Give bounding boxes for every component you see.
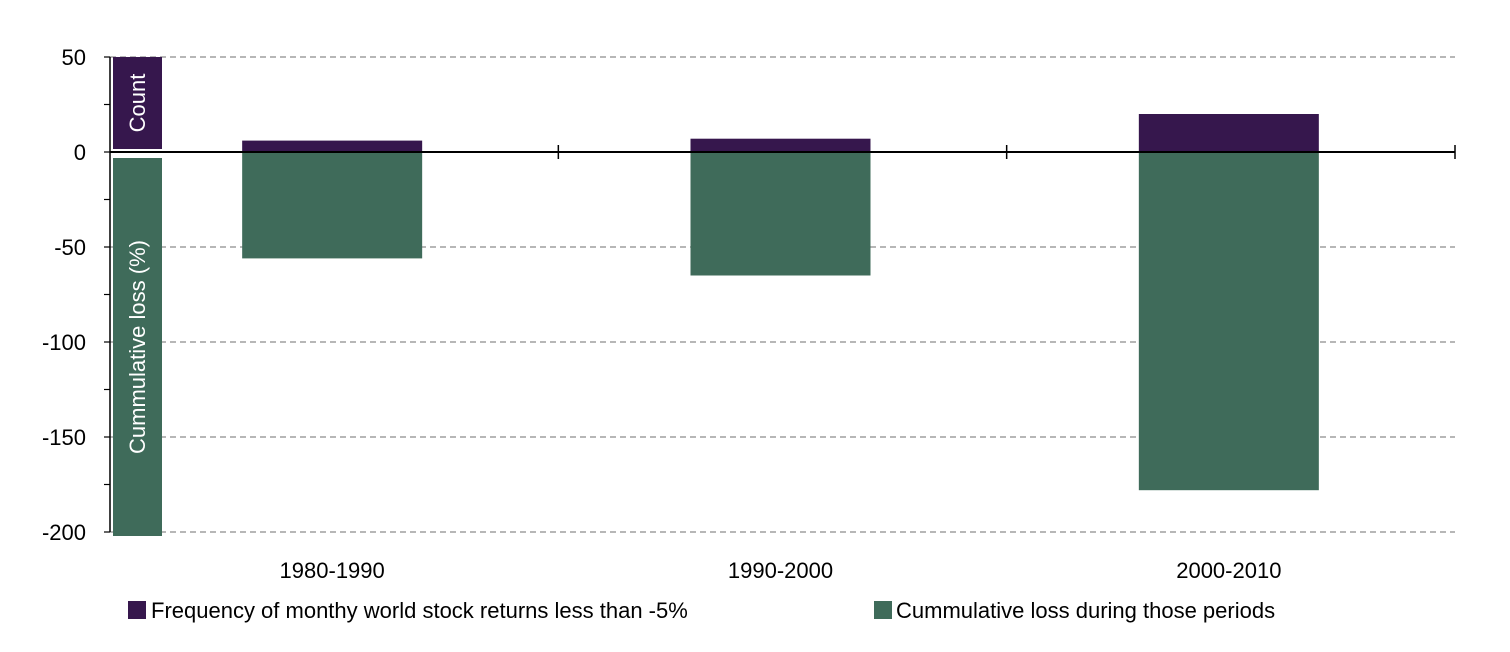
y-tick-label: 0 (74, 140, 86, 165)
x-category-label: 2000-2010 (1176, 558, 1281, 583)
loss-axis-title: Cummulative loss (%) (125, 240, 150, 454)
y-axis-ticks: 50 0 -50 -100 -150 -200 (42, 45, 86, 545)
y-tick-label: -100 (42, 330, 86, 355)
legend: Frequency of monthy world stock returns … (128, 598, 1275, 623)
count-axis-title-box (113, 57, 162, 149)
bar-cumulative-loss (242, 152, 423, 259)
category-labels: 1980-1990 1990-2000 2000-2010 (280, 558, 1282, 583)
x-category-label: 1980-1990 (280, 558, 385, 583)
bar-cumulative-loss (1138, 152, 1319, 491)
bar-frequency (1138, 114, 1319, 152)
y-tick-label: 50 (62, 45, 86, 70)
bar-frequency (242, 140, 423, 152)
legend-label-cumulative-loss: Cummulative loss during those periods (896, 598, 1275, 623)
bars (242, 114, 1319, 491)
y-tick-label: -150 (42, 425, 86, 450)
bar-frequency (690, 138, 871, 152)
y-tick-label: -50 (54, 235, 86, 260)
count-axis-title: Count (125, 74, 150, 133)
axes (104, 56, 1456, 533)
legend-swatch-frequency (128, 601, 146, 619)
loss-axis-title-box (113, 158, 162, 536)
bar-cumulative-loss (690, 152, 871, 276)
legend-label-frequency: Frequency of monthy world stock returns … (151, 598, 688, 623)
y-tick-label: -200 (42, 520, 86, 545)
legend-swatch-cumulative-loss (874, 601, 892, 619)
x-category-label: 1990-2000 (728, 558, 833, 583)
